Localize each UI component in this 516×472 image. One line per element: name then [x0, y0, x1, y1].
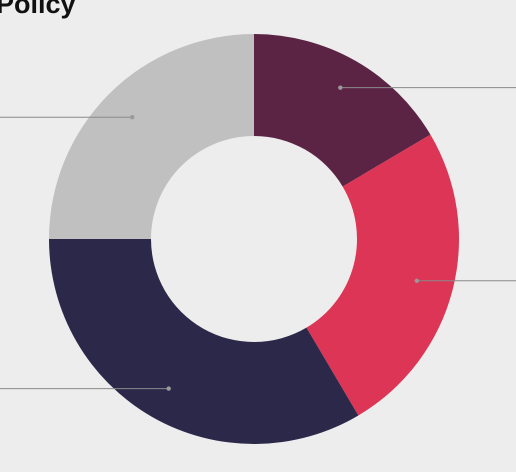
leader-lines	[0, 85, 516, 391]
chart-title: Policy	[0, 0, 76, 19]
donut-slice-4	[49, 34, 254, 239]
leader-dot-1	[338, 85, 343, 90]
donut-slice-3	[49, 239, 359, 444]
leader-dot-3	[166, 386, 171, 391]
donut-slice-1	[254, 34, 431, 187]
leader-dot-4	[130, 115, 135, 120]
leader-dot-2	[414, 278, 420, 284]
donut-slice-2	[306, 134, 460, 416]
donut-slices	[49, 34, 460, 444]
